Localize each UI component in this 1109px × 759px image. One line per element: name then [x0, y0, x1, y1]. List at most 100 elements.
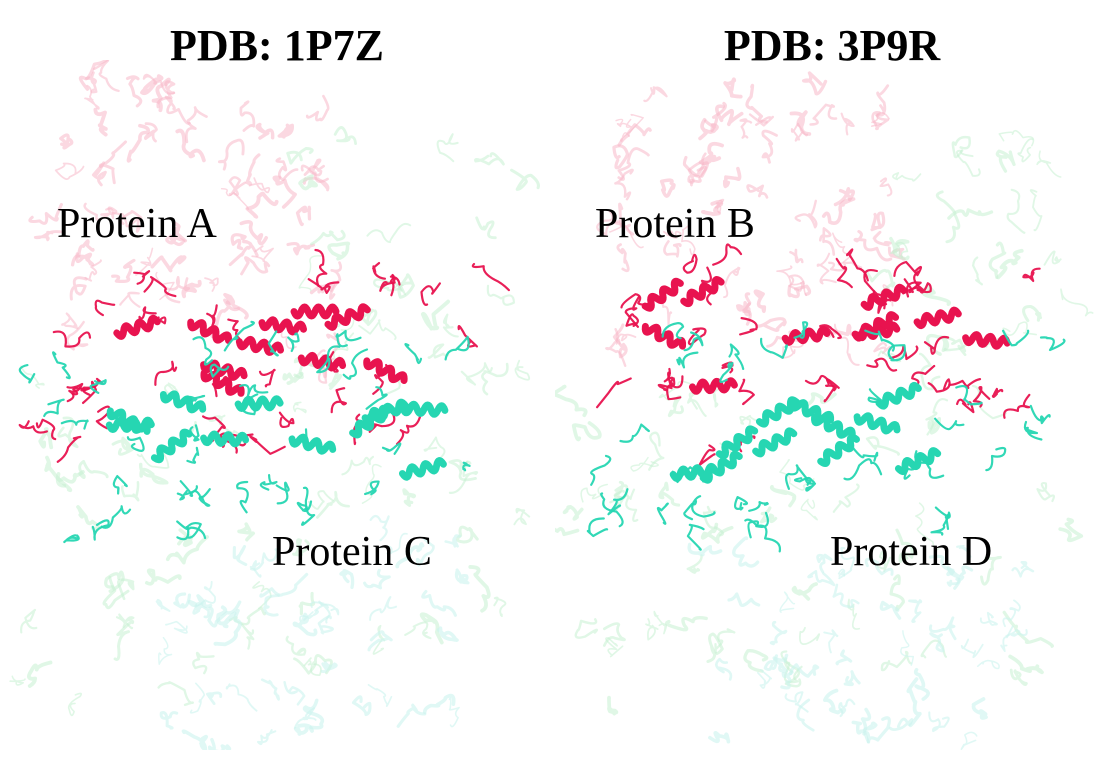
- faded-chain-ribbon: [772, 653, 789, 673]
- interface-loop: [683, 500, 698, 521]
- faded-chain-ribbon: [807, 570, 836, 587]
- faded-chain-ribbon: [91, 161, 107, 187]
- interface-loop: [991, 387, 1004, 398]
- faded-chain-ribbon: [706, 632, 724, 663]
- faded-chain-ribbon: [1008, 654, 1044, 675]
- interface-loop: [676, 351, 699, 369]
- faded-chain-ribbon: [727, 592, 761, 607]
- faded-chain-ribbon: [659, 178, 676, 198]
- faded-chain-ribbon: [164, 95, 191, 125]
- interface-loop: [239, 383, 269, 398]
- interface-helix: [363, 357, 408, 384]
- faded-chain-ribbon: [908, 599, 923, 623]
- faded-chain-ribbon: [207, 600, 242, 628]
- interface-loop: [600, 492, 624, 528]
- faded-chain-ribbon: [263, 594, 280, 617]
- faded-chain-ribbon: [165, 535, 210, 565]
- faded-chain-ribbon: [28, 202, 63, 225]
- faded-chain-ribbon: [743, 648, 769, 673]
- faded-chain-ribbon: [486, 284, 515, 306]
- faded-chain-ribbon: [643, 86, 668, 103]
- faded-chain-ribbon: [698, 141, 724, 166]
- interface-helix: [913, 306, 962, 330]
- faded-chain-ribbon: [327, 241, 351, 261]
- faded-chain-ribbon: [310, 229, 346, 246]
- interface-helix: [349, 404, 392, 439]
- interface-loop: [89, 379, 107, 394]
- faded-chain-ribbon: [223, 292, 249, 320]
- faded-chain-ribbon: [571, 421, 602, 442]
- faded-chain-ribbon: [510, 168, 540, 191]
- faded-chain-ribbon: [687, 542, 723, 557]
- faded-chain-ribbon: [613, 480, 629, 500]
- faded-chain-ribbon: [125, 75, 143, 108]
- faded-chain-ribbon: [789, 248, 804, 264]
- interface-loop: [365, 386, 388, 410]
- interface-loop: [624, 295, 641, 328]
- faded-chain-ribbon: [232, 544, 248, 567]
- interface-helix: [715, 425, 759, 460]
- faded-chain-ribbon: [915, 502, 941, 551]
- faded-chain-ribbon: [70, 239, 95, 267]
- interface-loop: [316, 345, 341, 374]
- faded-chain-ribbon: [404, 621, 432, 640]
- faded-chain-ribbon: [9, 675, 26, 686]
- faded-chain-ribbon: [879, 177, 893, 197]
- interface-helix: [200, 430, 250, 448]
- faded-chain-ribbon: [420, 299, 451, 331]
- faded-chain-ribbon: [1000, 625, 1014, 653]
- faded-chain-ribbon: [562, 505, 584, 521]
- faded-chain-ribbon: [237, 522, 255, 542]
- faded-chain-ribbon: [1002, 321, 1038, 337]
- interface-helix: [159, 390, 207, 414]
- interface-loop: [192, 336, 214, 366]
- interface-loop: [342, 348, 369, 380]
- faded-chain-ribbon: [309, 282, 336, 295]
- faded-background-chains: [9, 60, 540, 750]
- interface-loop: [663, 367, 676, 387]
- faded-chain-ribbon: [307, 490, 334, 510]
- faded-chain-ribbon: [275, 157, 299, 182]
- faded-chain-ribbon: [156, 80, 176, 109]
- faded-chain-ribbon: [448, 697, 460, 728]
- interface-loop: [176, 485, 198, 501]
- faded-chain-ribbon: [150, 255, 187, 273]
- faded-chain-ribbon: [780, 670, 794, 690]
- faded-chain-ribbon: [460, 362, 493, 386]
- interface-loop: [95, 405, 111, 430]
- faded-chain-ribbon: [1005, 628, 1028, 638]
- faded-chain-ribbon: [890, 241, 909, 259]
- faded-chain-ribbon: [448, 459, 477, 482]
- interface-loop: [893, 260, 923, 277]
- faded-chain-ribbon: [864, 557, 894, 576]
- interface-loop: [911, 364, 936, 388]
- faded-chain-ribbon: [1036, 150, 1062, 178]
- faded-chain-ribbon: [853, 230, 893, 262]
- faded-chain-ribbon: [763, 654, 779, 672]
- interface-loop: [744, 518, 760, 539]
- faded-chain-ribbon: [468, 564, 491, 613]
- faded-chain-ribbon: [612, 144, 630, 170]
- interface-loop: [1023, 420, 1043, 441]
- faded-chain-ribbon: [175, 128, 206, 163]
- faded-chain-ribbon: [158, 636, 173, 665]
- interface-loop: [330, 387, 347, 414]
- faded-chain-ribbon: [220, 187, 250, 210]
- faded-chain-ribbon: [662, 230, 682, 239]
- interface-loop: [819, 324, 842, 340]
- interface-loop: [903, 278, 922, 298]
- faded-chain-ribbon: [951, 135, 971, 159]
- faded-chain-ribbon: [614, 168, 634, 201]
- faded-chain-ribbon: [1006, 188, 1026, 234]
- faded-chain-ribbon: [33, 230, 63, 242]
- faded-chain-ribbon: [402, 488, 417, 507]
- faded-chain-ribbon: [216, 605, 237, 629]
- interface-loop: [278, 411, 295, 429]
- faded-chain-ribbon: [351, 695, 372, 717]
- faded-chain-ribbon: [369, 596, 398, 621]
- faded-chain-ribbon: [249, 560, 262, 578]
- faded-chain-ribbon: [879, 600, 902, 620]
- faded-chain-ribbon: [293, 723, 314, 736]
- faded-chain-ribbon: [796, 698, 815, 732]
- faded-chain-ribbon: [181, 729, 209, 750]
